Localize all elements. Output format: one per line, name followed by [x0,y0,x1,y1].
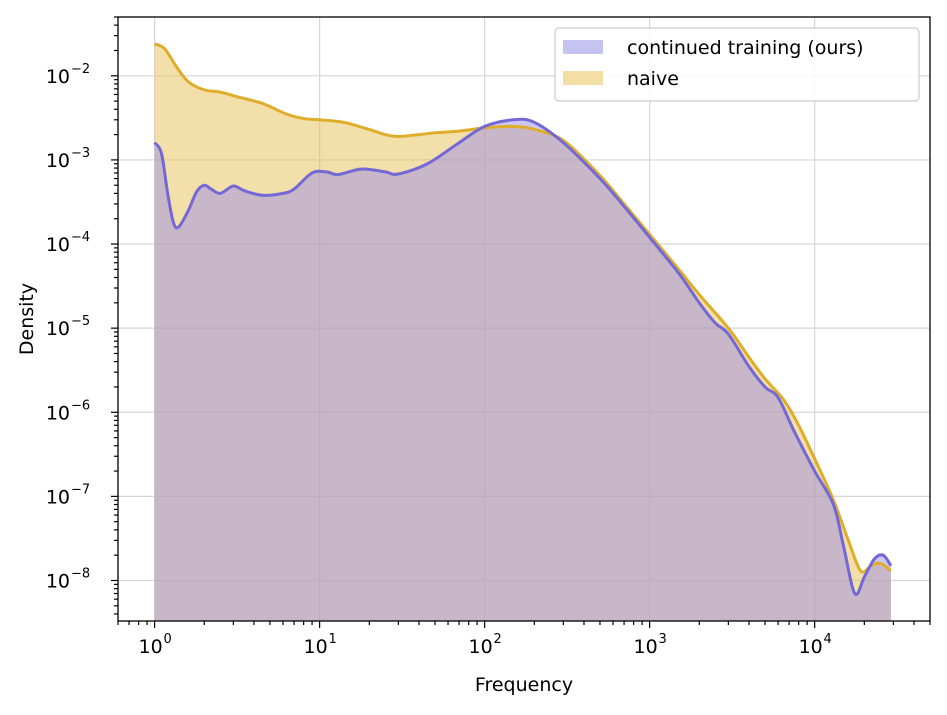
x-axis-label: Frequency [475,674,573,696]
legend-swatch [563,40,603,54]
x-tick-label: 10 [139,636,163,658]
axes-frame [117,16,931,622]
series-line-continued [153,117,893,596]
series-line-naive [153,42,892,574]
y-tick-exponent: −6 [71,398,90,413]
legend-label: naive [627,68,679,90]
legend-swatch [563,71,603,85]
y-tick-exponent: −5 [71,314,90,329]
y-tick-exponent: −3 [71,146,90,161]
y-tick-label: 10 [46,486,70,508]
x-tick-label: 10 [469,636,493,658]
y-tick-label: 10 [46,66,70,88]
y-tick-label: 10 [46,318,70,340]
x-tick-exponent: 0 [163,632,171,647]
y-tick-label: 10 [46,570,70,592]
axes: 10 0 10 1 10 2 10 3 10 410 −810 −710 −610 −510 −410 −31… [46,16,931,658]
y-tick-label: 10 [46,402,70,424]
x-tick-label: 10 [634,636,658,658]
y-tick-exponent: −7 [71,482,90,497]
plot-area [153,42,893,622]
legend: continued training (ours) naive [554,27,920,102]
y-tick-exponent: −8 [71,566,90,581]
area-fill-continued [154,119,891,622]
x-tick-label: 10 [304,636,328,658]
x-tick-label: 10 [799,636,823,658]
legend-label: continued training (ours) [627,37,864,59]
x-tick-exponent: 1 [328,632,336,647]
y-tick-exponent: −2 [71,62,90,77]
legend-box [554,27,920,102]
x-tick-exponent: 2 [493,632,501,647]
y-tick-label: 10 [46,150,70,172]
y-tick-exponent: −4 [71,230,90,245]
y-axis-label: Density [16,283,38,355]
x-tick-exponent: 4 [824,632,832,647]
x-tick-exponent: 3 [659,632,667,647]
y-tick-label: 10 [46,234,70,256]
